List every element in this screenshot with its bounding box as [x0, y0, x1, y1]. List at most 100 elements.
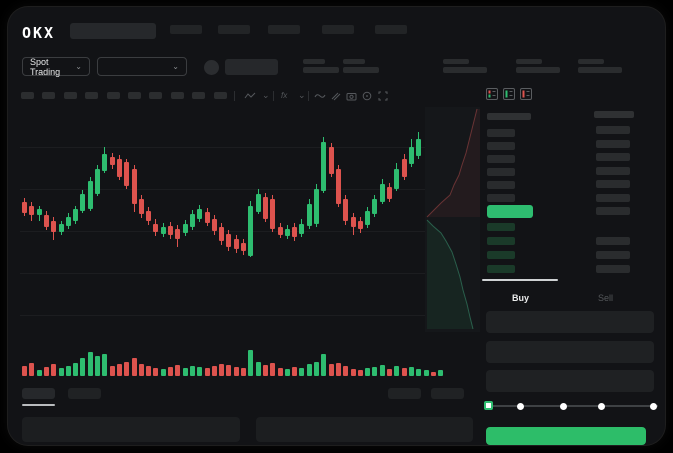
volume-bar: [430, 372, 436, 376]
timeframe-pill[interactable]: [170, 92, 184, 99]
candle-body: [131, 169, 137, 204]
chevron-down-icon: ⌄: [75, 62, 82, 71]
bottom-action-button[interactable]: [431, 388, 464, 399]
timeframe-pill[interactable]: [128, 92, 141, 99]
bottom-tab[interactable]: [68, 388, 101, 399]
settings-icon[interactable]: [362, 91, 372, 101]
volume-bar: [401, 368, 407, 376]
bottom-tab-active[interactable]: [22, 388, 55, 399]
buy-button[interactable]: [486, 427, 646, 445]
slider-handle[interactable]: [484, 401, 493, 410]
candle-body: [138, 199, 144, 214]
candle-body: [306, 204, 312, 226]
candle-body: [73, 209, 79, 221]
timeframe-pill[interactable]: [21, 92, 34, 99]
stat-value-placeholder: [443, 67, 487, 73]
timeframe-pill[interactable]: [149, 92, 163, 99]
candle-body: [182, 224, 188, 233]
candle-body: [284, 229, 290, 236]
nav-item-placeholder[interactable]: [218, 25, 250, 34]
market-type-dropdown[interactable]: Spot Trading ⌄: [22, 57, 90, 77]
candle-body: [416, 139, 422, 156]
slider-stop[interactable]: [650, 403, 657, 410]
timeframe-pill[interactable]: [63, 92, 77, 99]
orderbook-asks-view-icon[interactable]: [520, 88, 532, 100]
ask-amount-placeholder: [596, 193, 630, 202]
volume-chart: [20, 333, 480, 377]
volume-bar: [219, 364, 225, 376]
nav-item-placeholder[interactable]: [170, 25, 202, 34]
volume-bar: [394, 366, 400, 376]
fullscreen-icon[interactable]: [378, 91, 388, 101]
timeframe-pill[interactable]: [213, 92, 227, 99]
candle-body: [292, 227, 298, 237]
bottom-panel-left: [22, 417, 240, 442]
indicators-icon[interactable]: fx: [281, 91, 288, 100]
candle-body: [335, 169, 341, 204]
candle-body: [270, 199, 276, 229]
volume-bar: [226, 365, 232, 376]
bid-amount-placeholder: [596, 251, 630, 259]
price-input[interactable]: [486, 311, 654, 333]
ask-amount-placeholder: [596, 153, 630, 161]
amount-input[interactable]: [486, 341, 654, 363]
pair-name-placeholder: [225, 59, 278, 75]
candle-body: [343, 199, 349, 221]
volume-bar: [65, 366, 71, 376]
stat-value-placeholder: [343, 67, 379, 73]
last-price-indicator: [487, 205, 533, 218]
volume-bar: [58, 368, 64, 376]
candle-body: [116, 159, 122, 177]
slider-stop[interactable]: [517, 403, 524, 410]
candle-body: [299, 224, 305, 234]
candle-body: [124, 162, 130, 186]
stat-label-placeholder: [343, 59, 365, 64]
line-wave-icon[interactable]: [314, 92, 326, 100]
total-input[interactable]: [486, 370, 654, 392]
stat-label-placeholder: [443, 59, 469, 64]
candle-body: [211, 219, 217, 231]
timeframe-pill[interactable]: [192, 92, 206, 99]
candle-body: [51, 221, 57, 232]
percent-slider-track[interactable]: [486, 405, 658, 407]
tab-sell[interactable]: Sell: [598, 293, 614, 303]
pair-select-dropdown[interactable]: ⌄: [97, 57, 187, 76]
orderbook-header-right: [594, 111, 634, 118]
volume-bar: [292, 367, 298, 376]
orderbook-combined-view-icon[interactable]: [486, 88, 498, 100]
search-input[interactable]: [70, 23, 156, 39]
tab-buy[interactable]: Buy: [512, 293, 530, 303]
nav-item-placeholder[interactable]: [268, 25, 300, 34]
candlestick-chart[interactable]: [20, 107, 480, 332]
volume-bar: [51, 364, 57, 376]
measure-icon[interactable]: [330, 91, 341, 101]
volume-bar: [189, 366, 195, 376]
chevron-down-icon[interactable]: ⌄: [298, 90, 306, 100]
volume-bar: [314, 362, 319, 376]
slider-stop[interactable]: [598, 403, 605, 410]
candle-body: [204, 212, 210, 223]
orderbook-bids-view-icon[interactable]: [503, 88, 515, 100]
nav-item-placeholder[interactable]: [322, 25, 354, 34]
candle-body: [29, 206, 35, 215]
volume-bar: [416, 369, 422, 376]
candle-body: [58, 224, 64, 232]
chevron-down-icon[interactable]: ⌄: [262, 90, 270, 100]
volume-bar: [248, 350, 254, 376]
nav-item-placeholder[interactable]: [375, 25, 407, 34]
timeframe-pill[interactable]: [85, 92, 99, 99]
chart-type-icon[interactable]: [244, 91, 256, 101]
bid-price-placeholder: [487, 237, 515, 245]
volume-bar: [372, 367, 378, 376]
volume-bar: [138, 364, 144, 376]
slider-stop[interactable]: [560, 403, 567, 410]
candle-body: [394, 169, 400, 189]
bottom-action-button[interactable]: [388, 388, 421, 399]
timeframe-pill[interactable]: [42, 92, 56, 99]
volume-bar: [321, 354, 327, 376]
camera-icon[interactable]: [346, 91, 357, 101]
volume-bar: [277, 368, 283, 376]
candle-body: [175, 229, 181, 239]
timeframe-pill[interactable]: [106, 92, 120, 99]
volume-bar: [73, 363, 79, 376]
